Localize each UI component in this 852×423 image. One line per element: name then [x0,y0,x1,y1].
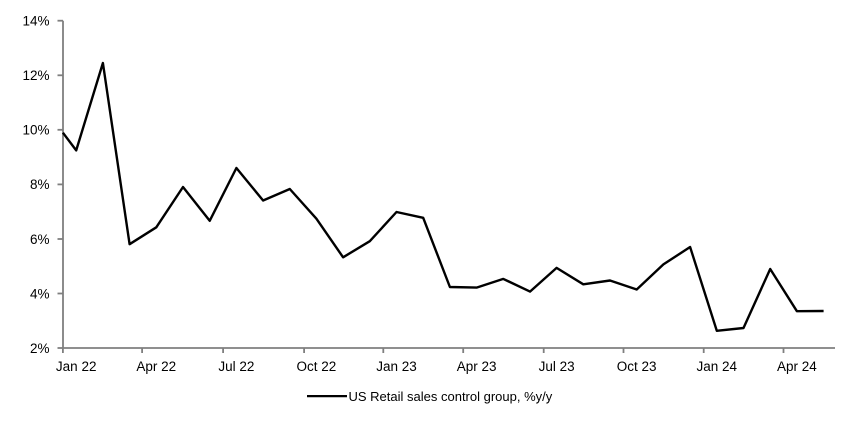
svg-text:6%: 6% [30,232,50,247]
svg-text:Jan 24: Jan 24 [697,359,738,374]
svg-text:4%: 4% [30,286,50,301]
svg-text:Oct 22: Oct 22 [297,359,337,374]
svg-text:US Retail sales control group,: US Retail sales control group, %y/y [349,389,553,404]
svg-text:10%: 10% [22,123,49,138]
svg-text:Jul 23: Jul 23 [539,359,575,374]
svg-text:12%: 12% [22,68,49,83]
svg-text:Apr 22: Apr 22 [136,359,176,374]
svg-text:Oct 23: Oct 23 [617,359,657,374]
svg-text:Apr 23: Apr 23 [457,359,497,374]
svg-text:8%: 8% [30,177,50,192]
svg-text:2%: 2% [30,341,50,356]
svg-text:Apr 24: Apr 24 [777,359,817,374]
svg-text:Jan 22: Jan 22 [56,359,97,374]
svg-text:Jul 22: Jul 22 [218,359,254,374]
svg-text:14%: 14% [22,14,49,29]
svg-text:Jan 23: Jan 23 [376,359,417,374]
